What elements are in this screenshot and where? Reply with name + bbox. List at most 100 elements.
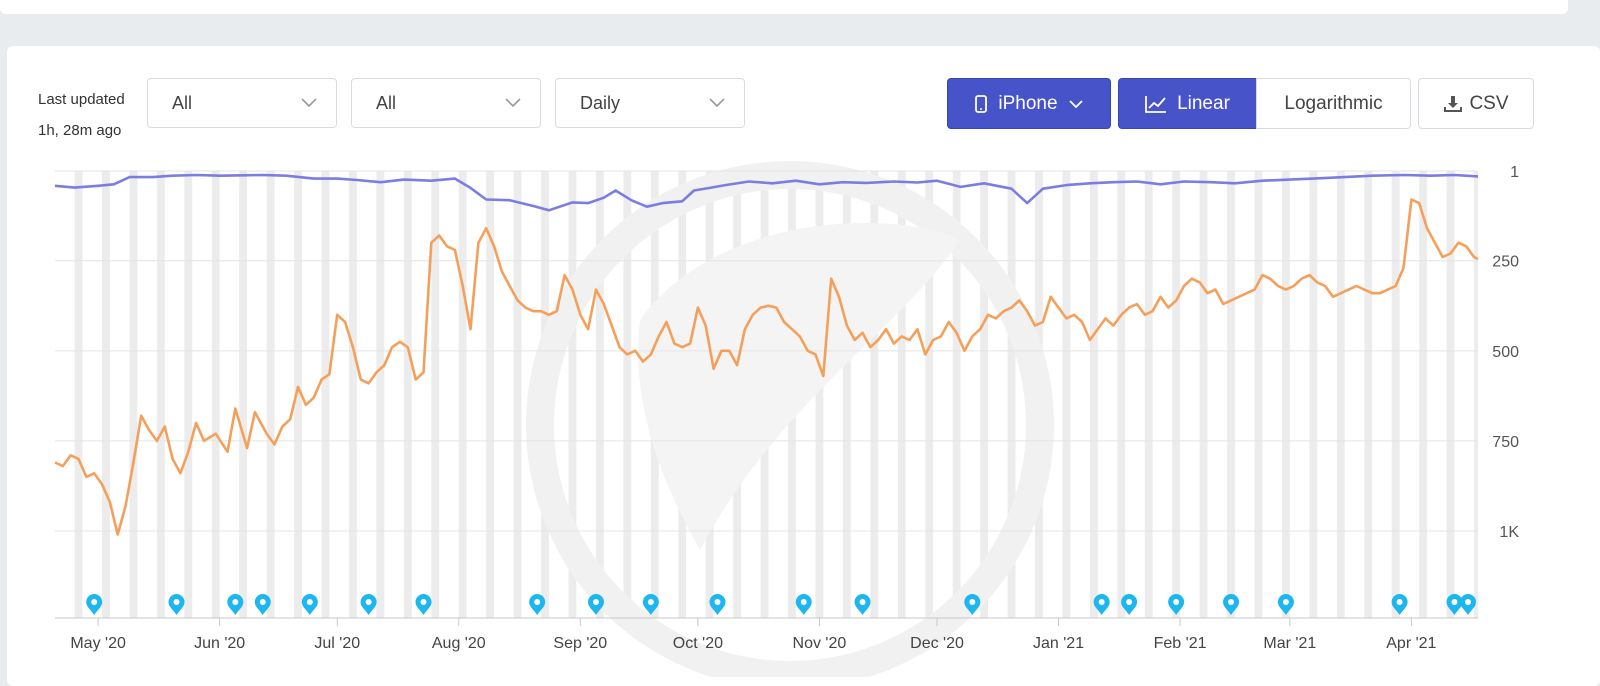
weekend-band-43 (1254, 171, 1263, 618)
weekend-band-7 (266, 171, 275, 618)
scale-logarithmic-label: Logarithmic (1284, 92, 1383, 114)
event-marker-icon[interactable] (795, 594, 812, 615)
weekend-band-16 (513, 171, 522, 618)
watermark-logo (526, 161, 1054, 677)
x-tick-label: Sep '20 (553, 635, 607, 652)
y-tick-label: 500 (1492, 344, 1519, 361)
event-marker-icon[interactable] (587, 594, 604, 615)
event-markers (86, 594, 1476, 615)
weekend-band-37 (1089, 171, 1098, 618)
y-tick-label: 1 (1510, 164, 1519, 181)
x-tick-label: Nov '20 (793, 635, 847, 652)
weekend-band-18 (568, 171, 577, 618)
weekend-band-29 (870, 171, 879, 618)
weekend-band-9 (321, 171, 330, 618)
weekend-band-5 (211, 171, 220, 618)
ranking-chart: 1 250 500 750 1K May '20 Jun '20 Jul '20 Aug '2… (54, 161, 1519, 677)
csv-export-button[interactable]: CSV (1418, 78, 1534, 129)
weekend-band-45 (1309, 171, 1318, 618)
event-marker-icon[interactable] (964, 594, 981, 615)
weekend-band-30 (897, 171, 906, 618)
weekend-band-31 (925, 171, 934, 618)
event-marker-icon[interactable] (1093, 594, 1110, 615)
event-marker-icon[interactable] (1446, 594, 1463, 615)
event-marker-icon[interactable] (86, 594, 103, 615)
chevron-down-icon (505, 98, 521, 108)
event-marker-icon[interactable] (709, 594, 726, 615)
interval-dropdown-value: Daily (580, 92, 621, 113)
weekend-band-41 (1199, 171, 1208, 618)
weekend-band-12 (403, 171, 412, 618)
filter-dropdown-1[interactable]: All (147, 78, 337, 128)
scale-logarithmic-button[interactable]: Logarithmic (1256, 78, 1411, 129)
series-group (54, 173, 1479, 536)
weekend-band-42 (1227, 171, 1235, 618)
event-marker-icon[interactable] (1223, 594, 1240, 615)
weekend-band-3 (156, 171, 165, 618)
weekend-band-39 (1144, 171, 1153, 618)
event-marker-icon[interactable] (854, 594, 871, 615)
device-dropdown[interactable]: iPhone (947, 78, 1111, 129)
interval-dropdown[interactable]: Daily (555, 78, 745, 128)
weekend-band-46 (1336, 171, 1345, 618)
top-card (0, 0, 1568, 14)
event-marker-icon[interactable] (301, 594, 318, 615)
x-tick-label: Jan '21 (1033, 635, 1084, 652)
weekend-band-44 (1281, 171, 1290, 618)
x-tick-label: May '20 (70, 635, 126, 652)
series-line-0 (54, 173, 1479, 212)
weekend-band-14 (458, 171, 467, 618)
weekend-band-1 (102, 171, 110, 618)
weekend-band-51 (1474, 171, 1478, 618)
filter-dropdown-1-value: All (172, 92, 193, 113)
event-marker-icon[interactable] (1460, 594, 1476, 615)
scale-linear-button[interactable]: Linear (1118, 78, 1257, 129)
event-marker-icon[interactable] (254, 594, 271, 615)
event-marker-icon[interactable] (1168, 594, 1185, 615)
csv-export-label: CSV (1469, 92, 1509, 114)
event-marker-icon[interactable] (1121, 594, 1138, 615)
event-marker-icon[interactable] (642, 594, 659, 615)
download-icon (1444, 95, 1463, 112)
y-tick-label: 250 (1492, 254, 1519, 271)
event-marker-icon[interactable] (168, 594, 185, 615)
chevron-down-icon (301, 98, 317, 108)
weekend-band-13 (431, 171, 440, 618)
weekend-band-11 (376, 171, 385, 618)
weekend-band-28 (842, 171, 851, 618)
x-tick-label: Jul '20 (314, 635, 360, 652)
x-tick-label: Jun '20 (194, 635, 245, 652)
weekend-band-48 (1391, 171, 1400, 618)
event-marker-icon[interactable] (227, 594, 244, 615)
event-marker-icon[interactable] (1391, 594, 1408, 615)
weekend-band-8 (294, 171, 302, 618)
event-marker-icon[interactable] (529, 594, 546, 615)
weekend-band-10 (349, 171, 357, 618)
event-marker-icon[interactable] (415, 594, 432, 615)
scale-linear-label: Linear (1177, 92, 1230, 114)
chevron-down-icon (1068, 99, 1083, 108)
line-chart-icon (1145, 95, 1167, 113)
y-axis: 1 250 500 750 1K (1492, 164, 1519, 541)
weekend-band-34 (1007, 171, 1016, 618)
x-tick-label: Dec '20 (910, 635, 964, 652)
event-marker-icon[interactable] (360, 594, 377, 615)
grid-lines (55, 170, 1478, 532)
weekend-band-38 (1117, 171, 1126, 618)
weekend-band-33 (980, 171, 988, 618)
phone-icon (975, 94, 988, 113)
weekend-band-15 (486, 171, 495, 618)
event-marker-icon[interactable] (1277, 594, 1294, 615)
weekend-band-50 (1446, 171, 1455, 618)
x-tick-label: Feb '21 (1154, 635, 1207, 652)
filter-dropdown-2[interactable]: All (351, 78, 541, 128)
weekend-band-20 (623, 171, 632, 618)
last-updated-value: 1h, 28m ago (38, 122, 122, 139)
weekend-band-49 (1419, 171, 1428, 618)
series-line-1 (54, 198, 1479, 536)
weekend-band-47 (1364, 171, 1373, 618)
x-tick-label: Oct '20 (673, 635, 723, 652)
last-updated-label: Last updated (38, 91, 125, 108)
x-tick-label: Aug '20 (432, 635, 486, 652)
weekend-band-27 (815, 171, 824, 618)
